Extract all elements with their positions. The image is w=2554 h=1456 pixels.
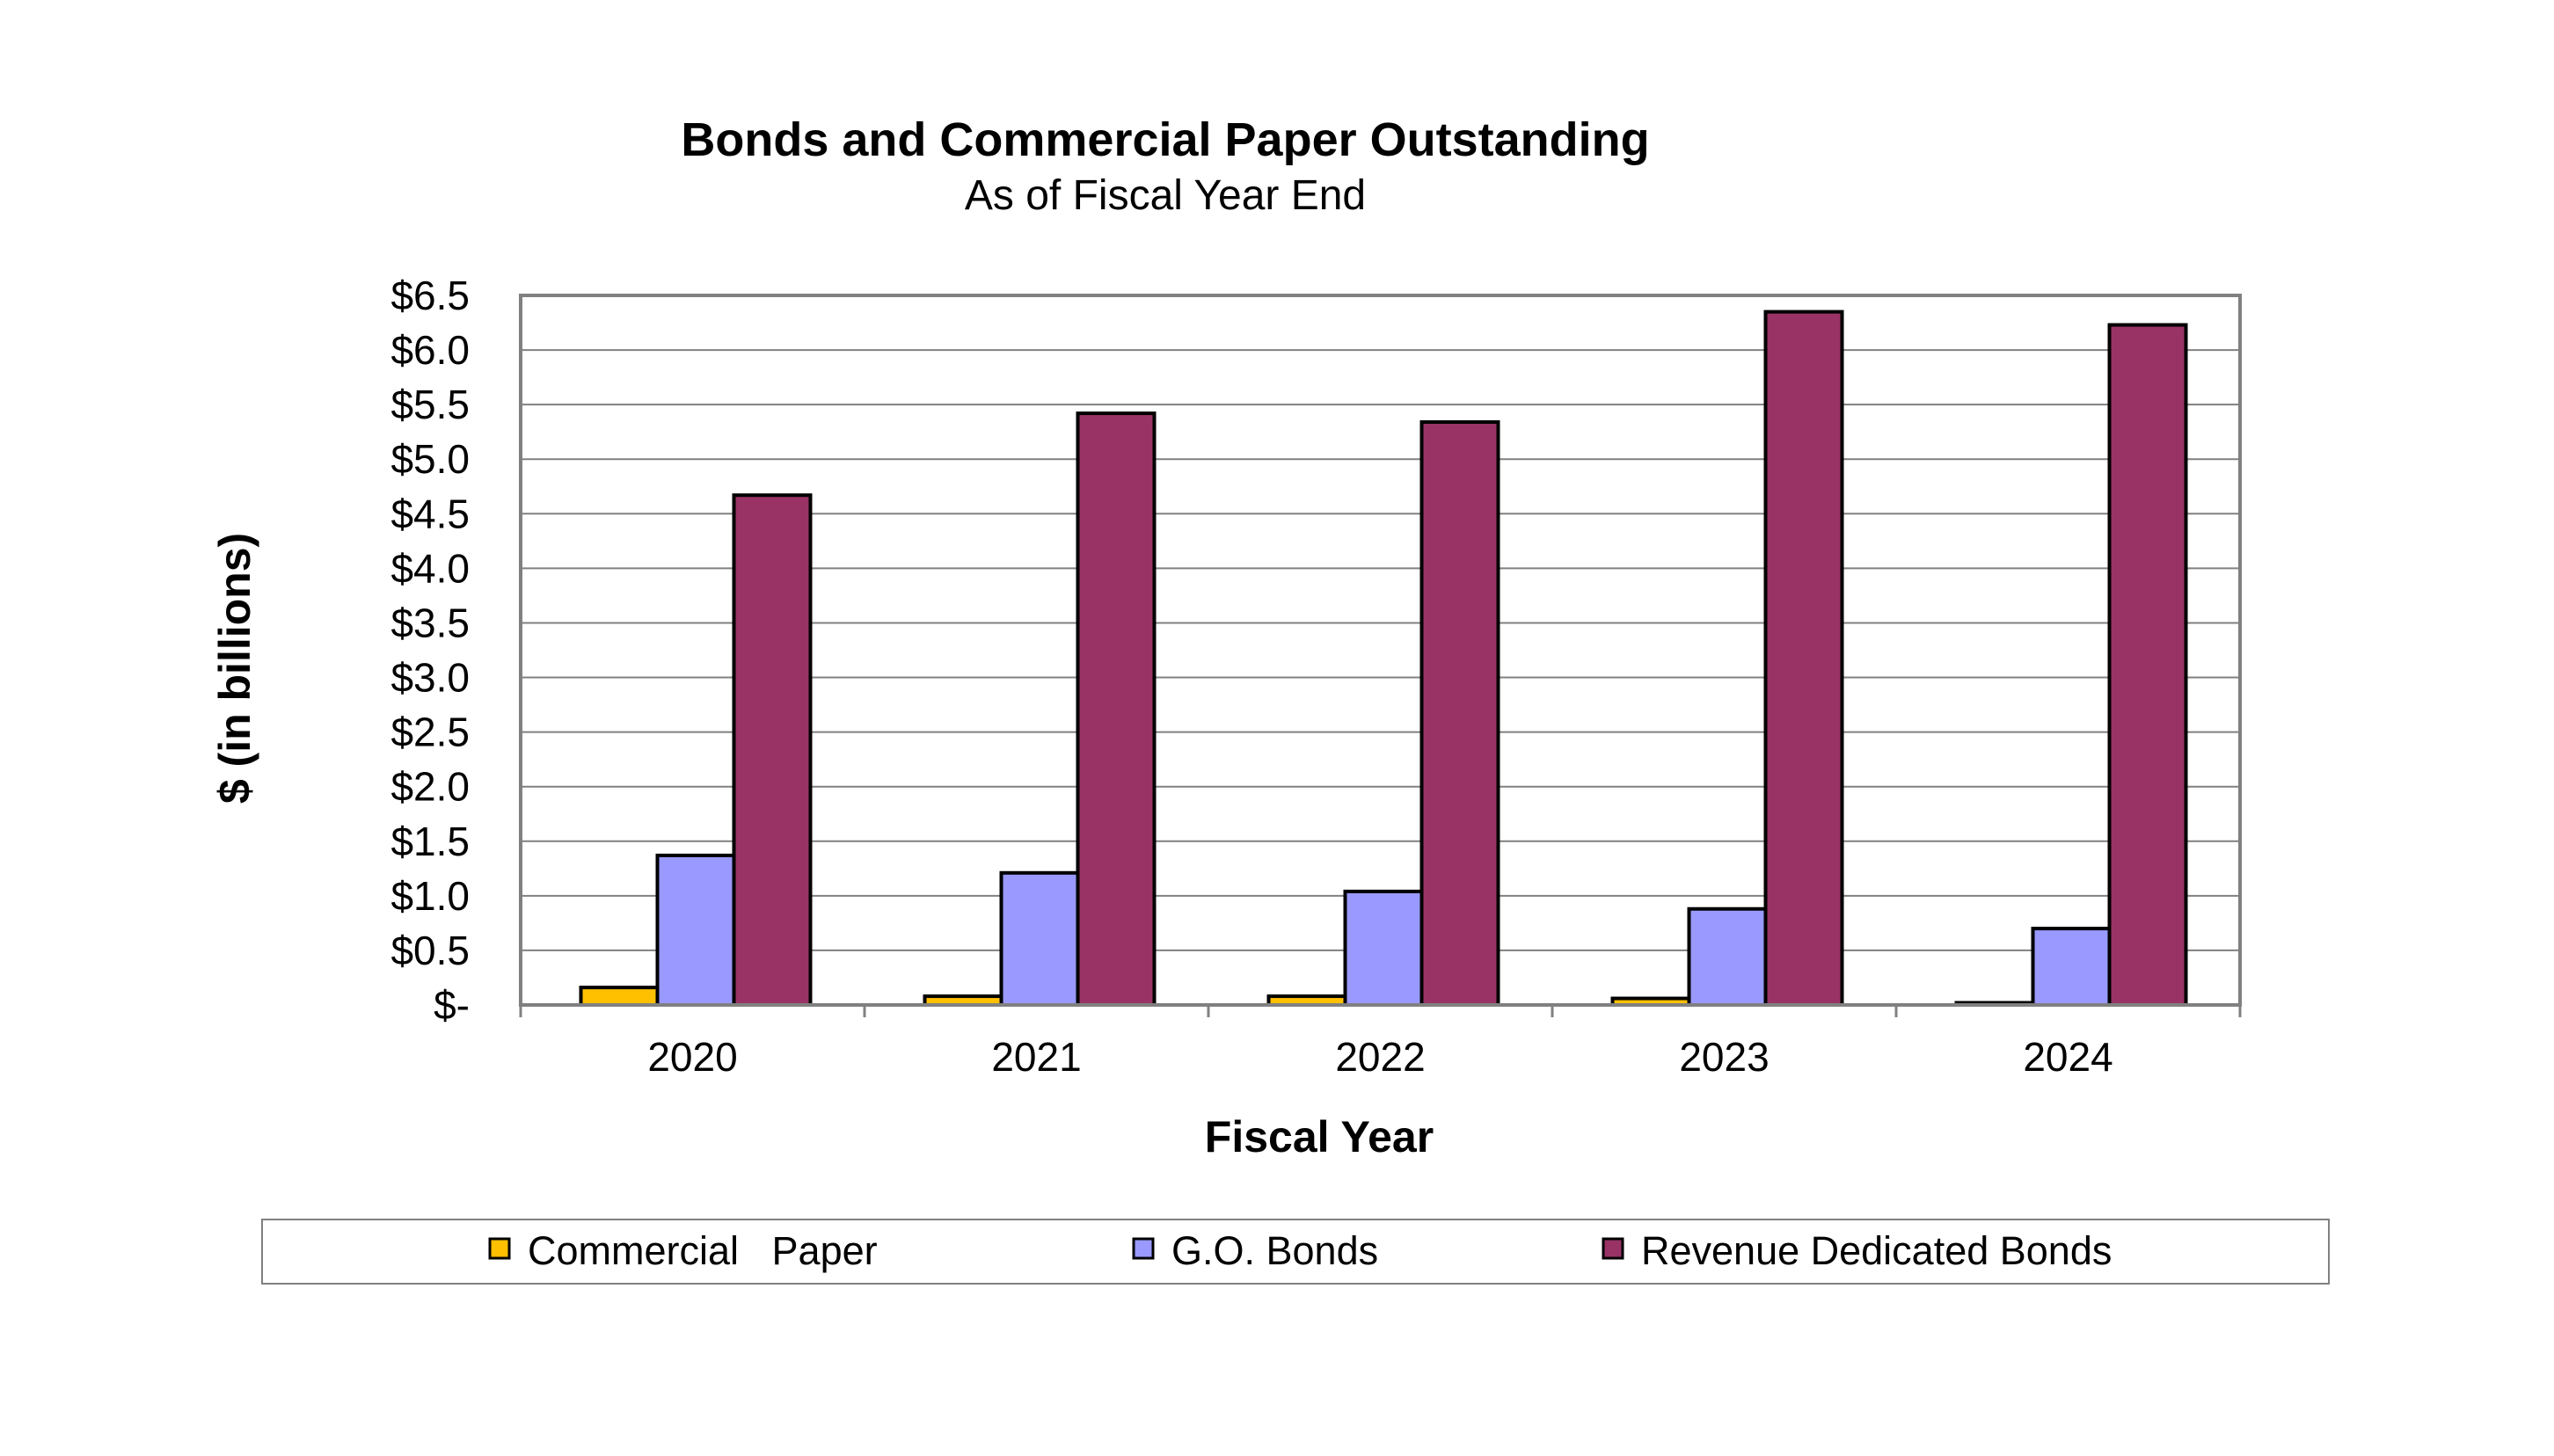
y-tick-label: $6.5 <box>390 273 470 318</box>
y-axis-ticks: $- $0.5 $1.0 $1.5 $2.0 $2.5 $3.0 $3.5 $4.0 $4.5 $5… <box>390 273 470 1028</box>
bar-2021-series-2 <box>1076 411 1157 1007</box>
legend-label: Commercial Paper <box>528 1228 878 1273</box>
bar-2020-series-0 <box>579 986 660 1007</box>
y-tick-label: $4.0 <box>390 545 470 591</box>
legend-swatch <box>1602 1237 1624 1260</box>
y-tick-label: $6.0 <box>390 327 470 373</box>
x-tick-label: 2021 <box>991 1034 1081 1080</box>
y-tick-label: $5.5 <box>390 382 470 427</box>
bar-2020-series-2 <box>732 493 813 1007</box>
y-tick-label: $1.0 <box>390 873 470 919</box>
x-tick-label: 2024 <box>2023 1034 2113 1080</box>
y-tick-label: $5.0 <box>390 436 470 482</box>
bar-2022-series-1 <box>1343 889 1424 1007</box>
bars <box>579 309 2188 1008</box>
y-tick-label: $3.0 <box>390 655 470 701</box>
bar-2023-series-1 <box>1687 906 1768 1008</box>
y-tick-label: $1.5 <box>390 819 470 864</box>
x-tick-label: 2023 <box>1679 1034 1769 1080</box>
legend-box <box>261 1219 2330 1285</box>
axes <box>519 1003 2242 1017</box>
y-tick-label: $2.0 <box>390 764 470 810</box>
y-tick-label: $- <box>434 982 470 1028</box>
y-axis-title: $ (in billions) <box>210 533 259 804</box>
bar-2020-series-1 <box>655 853 736 1008</box>
y-tick-label: $4.5 <box>390 491 470 536</box>
chart-title: Bonds and Commercial Paper Outstanding <box>681 113 1649 166</box>
bar-2024-series-2 <box>2107 323 2188 1007</box>
y-tick-label: $0.5 <box>390 928 470 973</box>
x-axis-title: Fiscal Year <box>1205 1112 1434 1161</box>
legend-swatch <box>488 1237 511 1260</box>
chart-subtitle: As of Fiscal Year End <box>965 172 1366 219</box>
bar-2023-series-2 <box>1763 309 1844 1008</box>
bar-2021-series-1 <box>999 870 1080 1008</box>
x-tick-label: 2020 <box>647 1034 737 1080</box>
legend-label: G.O. Bonds <box>1171 1228 1378 1273</box>
x-axis-ticks: 2020 2021 2022 2023 2024 <box>647 1034 2113 1080</box>
legend-label: Revenue Dedicated Bonds <box>1641 1228 2112 1273</box>
y-tick-label: $2.5 <box>390 710 470 755</box>
y-tick-label: $3.5 <box>390 600 470 645</box>
legend-swatch <box>1132 1237 1155 1260</box>
bar-2024-series-1 <box>2031 927 2112 1007</box>
legend: Commercial Paper G.O. Bonds Revenue Dedica… <box>261 1219 2330 1285</box>
bar-2022-series-2 <box>1419 420 1500 1008</box>
x-tick-label: 2022 <box>1335 1034 1425 1080</box>
